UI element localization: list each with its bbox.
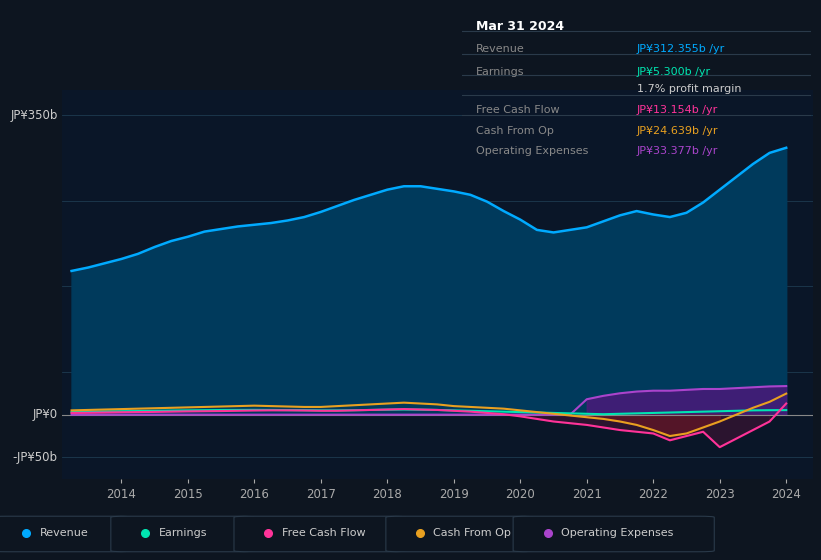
Text: Operating Expenses: Operating Expenses [476,146,589,156]
Text: JP¥5.300b /yr: JP¥5.300b /yr [637,67,711,77]
Text: JP¥0: JP¥0 [33,408,57,421]
FancyBboxPatch shape [386,516,534,552]
Text: Earnings: Earnings [158,528,207,538]
Text: JP¥33.377b /yr: JP¥33.377b /yr [637,146,718,156]
Text: JP¥350b: JP¥350b [11,109,57,122]
Text: -JP¥50b: -JP¥50b [13,451,57,464]
FancyBboxPatch shape [234,516,406,552]
Text: 1.7% profit margin: 1.7% profit margin [637,84,741,94]
Text: Free Cash Flow: Free Cash Flow [282,528,365,538]
FancyBboxPatch shape [0,516,131,552]
Text: JP¥13.154b /yr: JP¥13.154b /yr [637,105,718,115]
Text: JP¥312.355b /yr: JP¥312.355b /yr [637,44,725,54]
Text: JP¥24.639b /yr: JP¥24.639b /yr [637,127,718,136]
Text: Revenue: Revenue [39,528,88,538]
Text: Cash From Op: Cash From Op [433,528,511,538]
Text: Free Cash Flow: Free Cash Flow [476,105,560,115]
Text: Operating Expenses: Operating Expenses [561,528,673,538]
FancyBboxPatch shape [513,516,714,552]
Text: Earnings: Earnings [476,67,525,77]
FancyBboxPatch shape [111,516,255,552]
Text: Revenue: Revenue [476,44,525,54]
Text: Mar 31 2024: Mar 31 2024 [476,21,564,34]
Text: Cash From Op: Cash From Op [476,127,554,136]
